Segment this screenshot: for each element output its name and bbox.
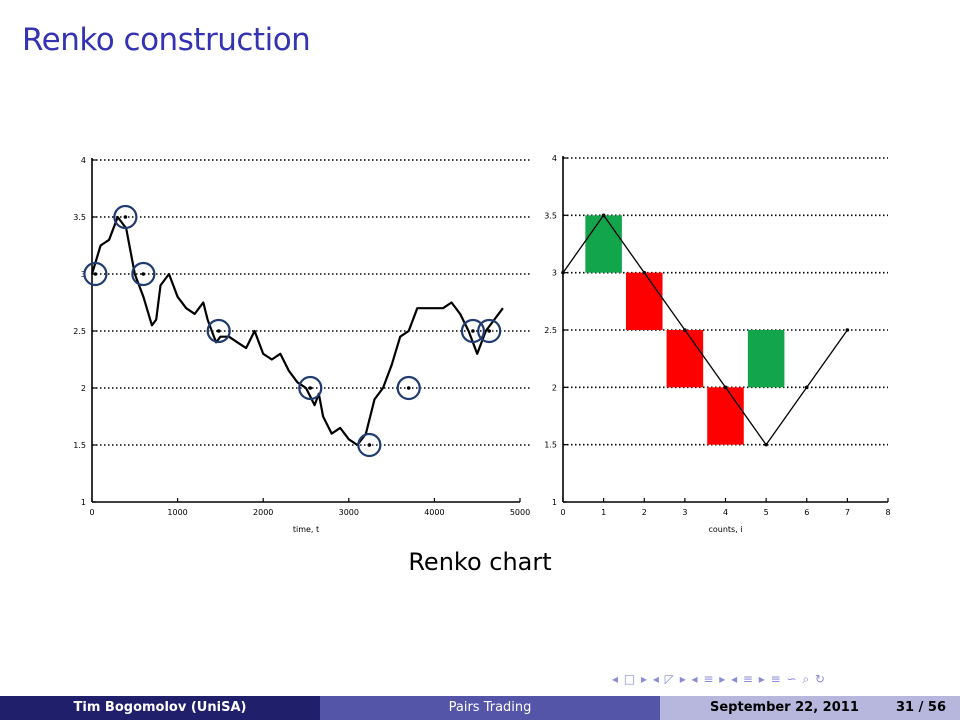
price-chart-y-tick-label: 4 xyxy=(81,156,86,165)
price-chart-x-axis-label: time, t xyxy=(293,525,319,534)
price-time-chart: 11.522.533.540 1000 2000 3000 4000 5000time, … xyxy=(73,156,532,534)
renko-trigger-marker xyxy=(477,318,502,344)
renko-count-point xyxy=(723,385,728,390)
renko-trigger-point xyxy=(471,329,475,333)
renko-chart-x-tick-label: 1 xyxy=(601,508,606,517)
price-chart-y-tick-label: 2.5 xyxy=(73,327,86,336)
footer-bar: Tim Bogomolov (UniSA) Pairs Trading Sept… xyxy=(0,696,960,720)
footer-page-number: 31 / 56 xyxy=(896,700,946,715)
renko-count-point xyxy=(764,442,768,447)
renko-brick-up xyxy=(585,215,622,273)
frame-title: Renko construction xyxy=(22,22,311,58)
price-chart-x-tick-label: 0 xyxy=(89,508,94,517)
renko-chart-y-tick-label: 2.5 xyxy=(544,326,557,335)
renko-trigger-marker xyxy=(131,261,156,287)
renko-chart-x-tick-label: 4 xyxy=(723,508,728,517)
renko-chart-y-tick-label: 4 xyxy=(552,154,557,163)
renko-trigger-marker xyxy=(396,375,421,401)
price-chart-x-tick-label: 3000 xyxy=(339,508,359,517)
price-series-line xyxy=(90,215,504,447)
renko-chart-y-tick-label: 2 xyxy=(552,383,557,392)
price-chart-y-tick-label: 1.5 xyxy=(73,441,86,450)
renko-chart-x-tick-label: 8 xyxy=(885,508,890,517)
renko-chart-x-tick-label: 3 xyxy=(682,508,687,517)
renko-chart-x-tick-label: 6 xyxy=(804,508,809,517)
renko-chart-x-tick-label: 5 xyxy=(764,508,769,517)
price-chart-y-tick-label: 2 xyxy=(81,384,86,393)
footer-right: September 22, 2011 31 / 56 xyxy=(660,696,960,720)
renko-trigger-marker xyxy=(357,432,382,458)
renko-trigger-point xyxy=(123,215,128,219)
footer-date: September 22, 2011 xyxy=(710,700,859,715)
renko-trigger-point xyxy=(487,329,491,333)
renko-count-point xyxy=(845,328,850,332)
price-chart-y-tick-label: 3.5 xyxy=(73,213,86,222)
renko-chart-x-tick-label: 0 xyxy=(560,508,565,517)
renko-brick-down xyxy=(707,387,744,445)
price-chart-y-tick-label: 1 xyxy=(81,498,86,507)
renko-trigger-point xyxy=(141,272,146,276)
footer-author: Tim Bogomolov (UniSA) xyxy=(0,696,320,720)
renko-brick-down xyxy=(625,272,663,330)
beamer-navigation-icons[interactable]: ◂ □ ▸ ◂ ◸ ▸ ◂ ≡ ▸ ◂ ≡ ▸ ≡ ∽ ⌕ ↻ xyxy=(612,672,826,686)
footer-title: Pairs Trading xyxy=(320,696,660,720)
renko-chart-y-tick-label: 1 xyxy=(552,498,557,507)
figure-caption: Renko chart xyxy=(408,548,552,576)
renko-brick-down xyxy=(666,330,704,388)
renko-count-point xyxy=(601,213,606,218)
renko-trigger-point xyxy=(367,443,372,447)
renko-trigger-marker xyxy=(298,375,323,401)
renko-chart-y-tick-label: 1.5 xyxy=(544,441,557,450)
renko-count-line xyxy=(562,214,848,446)
renko-chart-x-axis-label: counts, i xyxy=(708,525,742,534)
renko-trigger-point xyxy=(93,272,98,276)
renko-trigger-point xyxy=(308,386,313,390)
renko-count-point xyxy=(561,270,565,275)
price-chart-x-tick-label: 2000 xyxy=(253,508,273,517)
renko-chart-x-tick-label: 7 xyxy=(845,508,850,517)
renko-chart-x-tick-label: 2 xyxy=(642,508,647,517)
renko-count-point xyxy=(683,328,687,332)
renko-trigger-point xyxy=(216,329,221,333)
renko-trigger-marker xyxy=(206,318,231,344)
renko-trigger-marker xyxy=(460,318,486,344)
renko-chart-y-tick-label: 3 xyxy=(552,269,557,278)
price-chart-x-tick-label: 4000 xyxy=(424,508,444,517)
renko-count-point xyxy=(804,385,809,390)
renko-chart-y-tick-label: 3.5 xyxy=(544,211,557,220)
renko-brick-up xyxy=(747,330,785,388)
renko-trigger-marker xyxy=(113,204,138,230)
price-chart-x-tick-label: 1000 xyxy=(167,508,187,517)
renko-trigger-marker xyxy=(83,261,108,287)
renko-trigger-point xyxy=(406,386,411,390)
renko-count-point xyxy=(642,270,647,275)
price-chart-x-tick-label: 5000 xyxy=(510,508,530,517)
